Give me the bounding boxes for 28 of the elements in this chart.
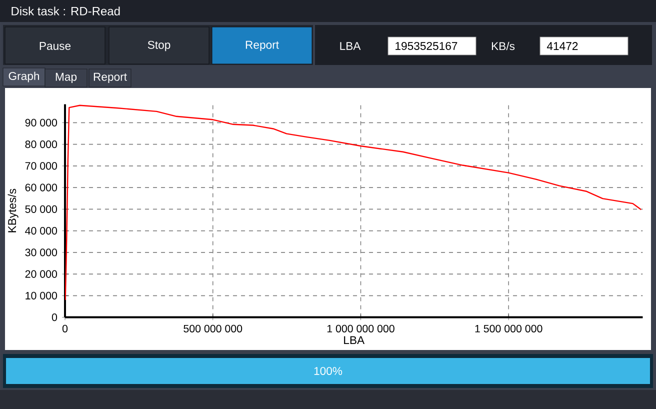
y-tick-label: 80 000: [25, 140, 58, 148]
y-tick-label: 30 000: [25, 248, 58, 256]
text: Pause: [40, 42, 71, 50]
y-tick-label: 70 000: [25, 162, 58, 170]
text: LBA: [340, 42, 361, 50]
y-tick-label: 0: [52, 314, 58, 322]
x-tick-label: 1 000 000 000: [327, 324, 394, 332]
text: Report: [246, 40, 279, 52]
text: Report: [94, 72, 127, 84]
chart-title: Disk task : RD-Read: [12, 6, 120, 16]
text: 41472: [546, 42, 578, 50]
x-tick-label: 0: [62, 324, 68, 332]
y-tick-label: 10 000: [26, 292, 58, 300]
x-tick-label: 1 500 000 000: [475, 324, 542, 332]
y-tick-label: 60 000: [25, 184, 58, 192]
y-axis-title: KBytes/s: [8, 188, 18, 232]
text: Stop: [148, 40, 170, 52]
text: 100%: [314, 366, 342, 375]
text: Map: [56, 72, 77, 84]
text: KB/s: [492, 42, 515, 50]
x-axis-title: LBA: [344, 336, 365, 344]
y-tick-label: 20 000: [25, 270, 58, 278]
text: Graph: [8, 72, 40, 82]
y-tick-label: 90 000: [25, 118, 58, 126]
text: 1953525167: [396, 42, 458, 50]
y-tick-label: 50 000: [25, 205, 58, 213]
y-tick-label: 40 000: [25, 227, 58, 235]
x-tick-label: 500 000 000: [184, 324, 242, 332]
